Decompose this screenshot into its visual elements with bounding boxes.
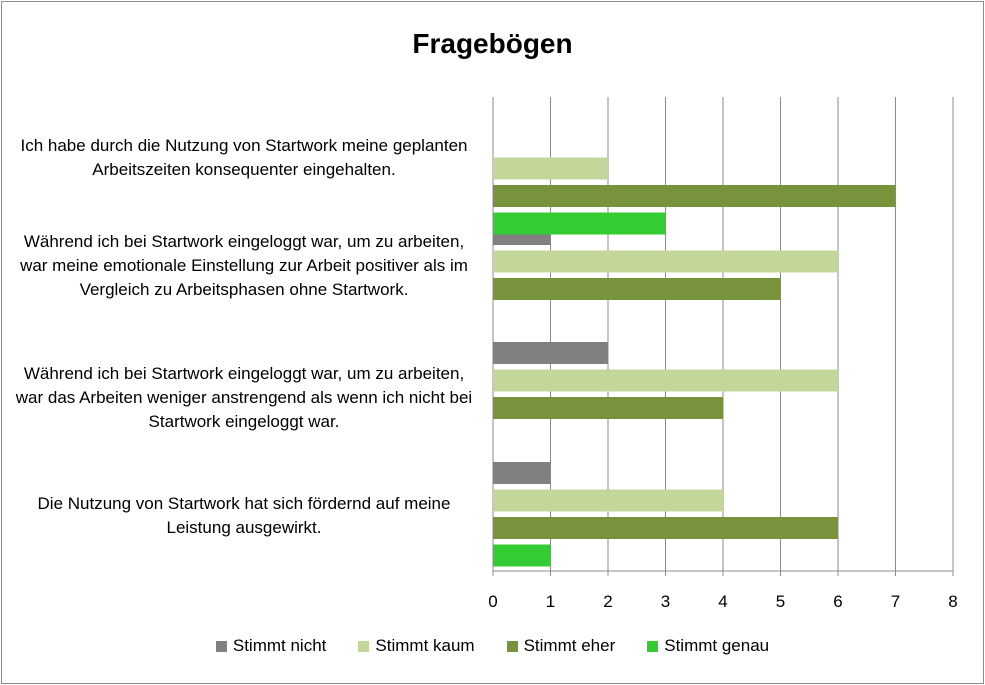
- x-tick-label: 0: [488, 592, 497, 611]
- legend-label: Stimmt eher: [523, 636, 616, 655]
- legend-swatch: [215, 640, 227, 652]
- category-label-1: Ich habe durch die Nutzung von Startwork…: [20, 136, 468, 179]
- x-tick-label: 6: [833, 592, 842, 611]
- legend-item-stimmt-eher: Stimmt eher: [506, 636, 616, 656]
- bar-stimmt-kaum-3: [493, 369, 838, 392]
- bar-stimmt-eher-1: [493, 185, 896, 207]
- legend-swatch: [358, 640, 370, 652]
- bar-stimmt-eher-4: [493, 517, 838, 539]
- x-tick-label: 2: [603, 592, 612, 611]
- legend-label: Stimmt nicht: [232, 636, 327, 655]
- bar-stimmt-nicht-4: [493, 462, 551, 484]
- x-tick-label: 8: [948, 592, 957, 611]
- x-tick-label: 4: [718, 592, 727, 611]
- legend-swatch: [647, 640, 659, 652]
- bar-stimmt-genau-4: [493, 544, 551, 567]
- legend-item-stimmt-nicht: Stimmt nicht: [215, 636, 327, 656]
- category-label-3: Während ich bei Startwork eingeloggt war…: [15, 364, 473, 431]
- category-label-2: Während ich bei Startwork eingeloggt war…: [20, 232, 468, 299]
- x-tick-label: 5: [776, 592, 785, 611]
- bar-stimmt-nicht-3: [493, 342, 608, 364]
- chart-title: Fragebögen: [412, 28, 573, 59]
- bar-stimmt-genau-1: [493, 212, 666, 235]
- legend-swatch: [506, 640, 518, 652]
- legend-label: Stimmt genau: [664, 636, 770, 655]
- legend-item-stimmt-genau: Stimmt genau: [647, 636, 769, 656]
- x-tick-label: 7: [891, 592, 900, 611]
- bar-stimmt-eher-2: [493, 278, 781, 300]
- bar-stimmt-eher-3: [493, 397, 723, 419]
- bar-stimmt-kaum-2: [493, 250, 838, 273]
- bar-stimmt-kaum-1: [493, 157, 608, 180]
- category-label-4: Die Nutzung von Startwork hat sich förde…: [37, 494, 451, 537]
- x-tick-label: 3: [661, 592, 670, 611]
- legend: Stimmt nicht Stimmt kaum Stimmt eher Sti…: [0, 636, 985, 656]
- legend-item-stimmt-kaum: Stimmt kaum: [358, 636, 475, 656]
- legend-label: Stimmt kaum: [375, 636, 475, 655]
- x-tick-label: 1: [546, 592, 555, 611]
- bar-stimmt-kaum-4: [493, 489, 723, 512]
